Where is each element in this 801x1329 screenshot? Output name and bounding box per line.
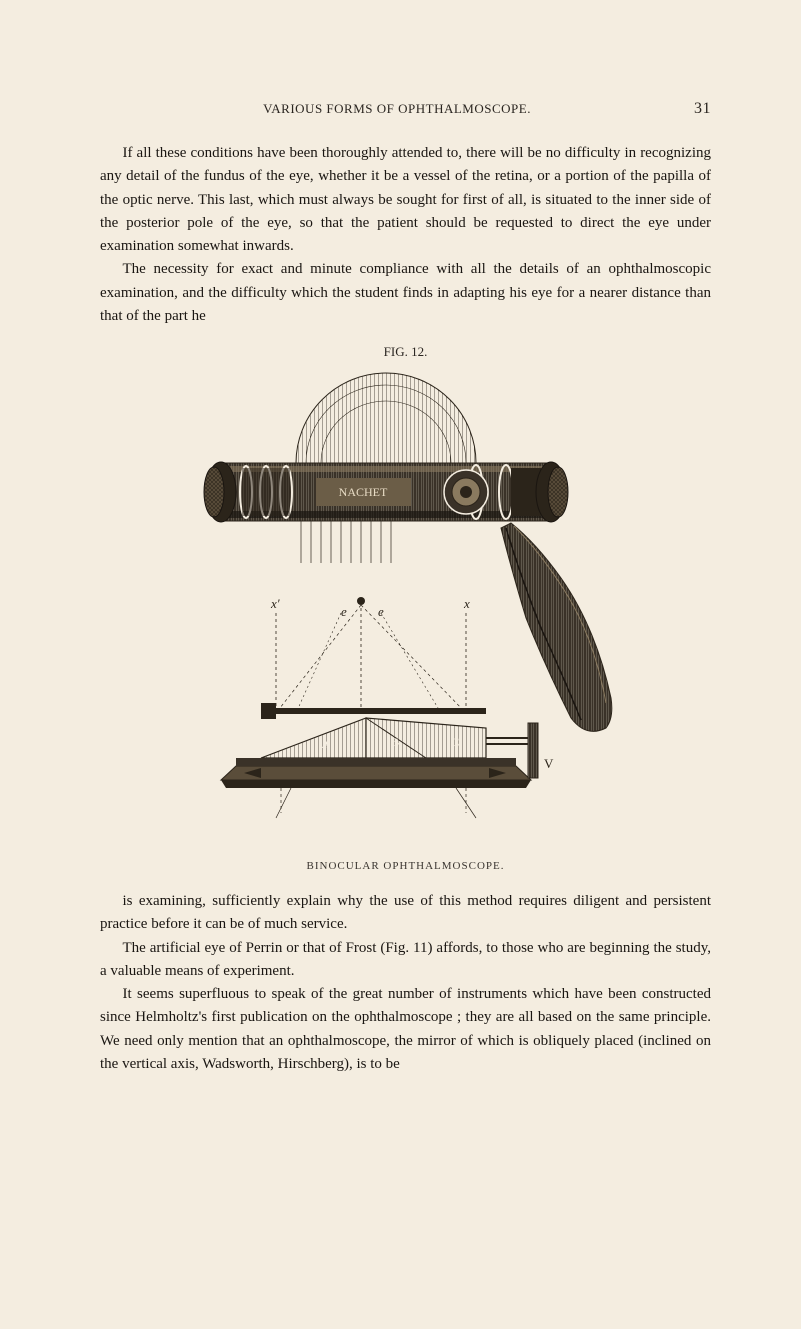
- label-e: e: [341, 604, 347, 619]
- label-B: B: [391, 735, 399, 749]
- paragraph-5: It seems superfluous to speak of the gre…: [100, 983, 711, 1076]
- paragraph-3: is examining, sufficiently explain why t…: [100, 890, 711, 937]
- label-x-prime: x′: [270, 596, 280, 611]
- page-number: 31: [694, 100, 711, 118]
- label-x: x: [463, 596, 470, 611]
- body-text-top: If all these conditions have been thorou…: [100, 142, 711, 328]
- label-A: A: [321, 737, 330, 751]
- figure-container: NACHET e e x′: [100, 368, 711, 848]
- running-title: VARIOUS FORMS OF OPHTHALMOSCOPE.: [100, 101, 694, 117]
- figure-caption: BINOCULAR OPHTHALMOSCOPE.: [100, 860, 711, 872]
- page-header: VARIOUS FORMS OF OPHTHALMOSCOPE. 31: [100, 100, 711, 118]
- figure-illustration: NACHET e e x′: [166, 368, 646, 848]
- figure-label: FIG. 12.: [100, 344, 711, 360]
- label-C: C: [451, 735, 459, 749]
- paragraph-2: The necessity for exact and minute compl…: [100, 258, 711, 328]
- label-V: V: [544, 756, 554, 771]
- body-text-bottom: is examining, sufficiently explain why t…: [100, 890, 711, 1076]
- paragraph-4: The artificial eye of Perrin or that of …: [100, 937, 711, 984]
- paragraph-1: If all these conditions have been thorou…: [100, 142, 711, 258]
- nachet-label: NACHET: [338, 485, 387, 499]
- label-e2: e: [378, 604, 384, 619]
